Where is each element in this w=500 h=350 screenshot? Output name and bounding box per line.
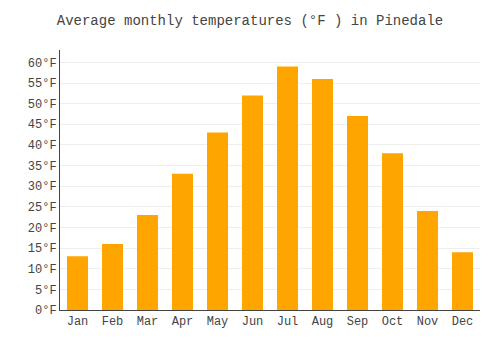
svg-text:15°F: 15°F — [28, 242, 57, 256]
svg-text:30°F: 30°F — [28, 180, 57, 194]
svg-text:60°F: 60°F — [28, 57, 57, 71]
svg-text:Jan: Jan — [67, 315, 89, 329]
svg-text:10°F: 10°F — [28, 263, 57, 277]
svg-text:Jun: Jun — [242, 315, 264, 329]
svg-text:Feb: Feb — [102, 315, 124, 329]
svg-text:Average monthly temperatures (: Average monthly temperatures (°F ) in Pi… — [57, 13, 443, 29]
svg-text:May: May — [207, 315, 229, 329]
svg-text:20°F: 20°F — [28, 222, 57, 236]
svg-text:50°F: 50°F — [28, 98, 57, 112]
svg-text:Jul: Jul — [277, 315, 299, 329]
svg-text:25°F: 25°F — [28, 201, 57, 215]
svg-text:Nov: Nov — [417, 315, 439, 329]
svg-text:Apr: Apr — [172, 315, 194, 329]
svg-text:Sep: Sep — [347, 315, 369, 329]
svg-text:0°F: 0°F — [35, 304, 57, 318]
svg-text:55°F: 55°F — [28, 77, 57, 91]
svg-text:35°F: 35°F — [28, 160, 57, 174]
svg-text:5°F: 5°F — [35, 284, 57, 298]
svg-text:40°F: 40°F — [28, 139, 57, 153]
svg-text:Dec: Dec — [452, 315, 474, 329]
svg-text:Mar: Mar — [137, 315, 159, 329]
svg-text:Aug: Aug — [312, 315, 334, 329]
svg-text:45°F: 45°F — [28, 118, 57, 132]
svg-text:Oct: Oct — [382, 315, 404, 329]
